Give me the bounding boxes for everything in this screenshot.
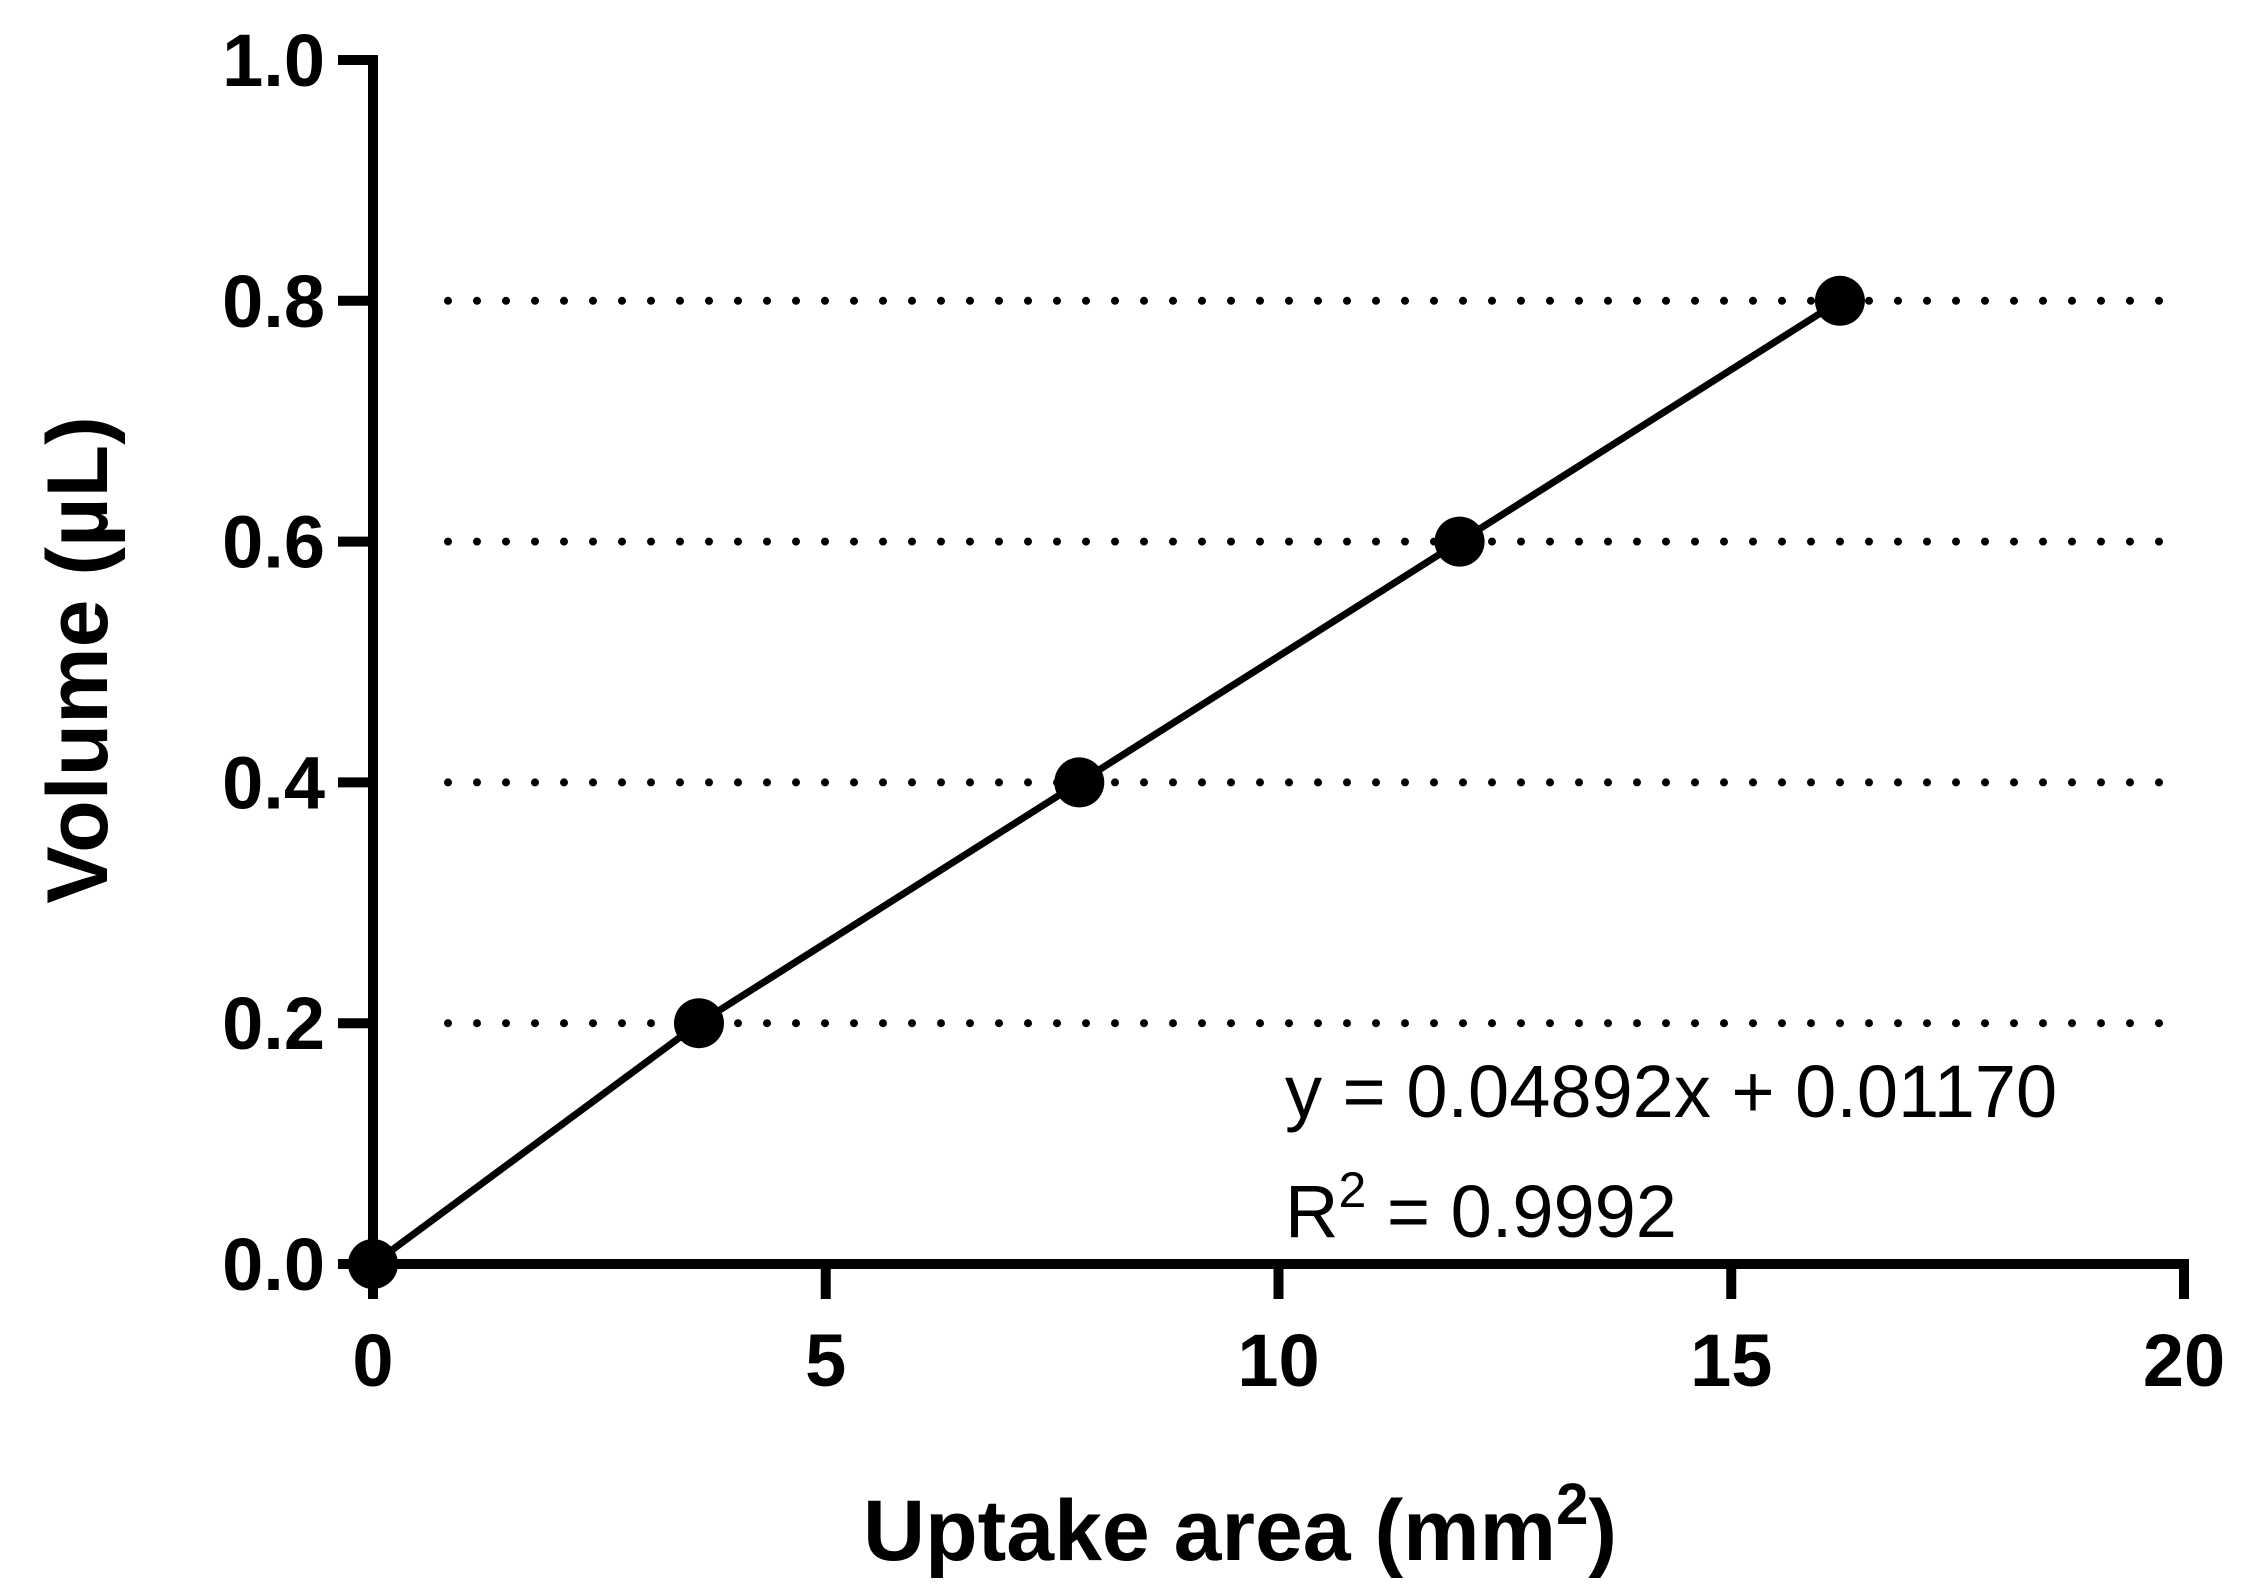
x-tick-label-2: 10 — [1237, 1319, 1319, 1402]
x-tick-label-0: 0 — [352, 1319, 393, 1402]
x-tick-label-4: 20 — [2143, 1319, 2225, 1402]
data-point-4 — [1814, 275, 1865, 326]
x-ticks: 0 5 10 15 20 — [352, 1264, 2225, 1402]
data-point-0 — [348, 1239, 398, 1289]
gridlines — [444, 296, 2188, 1028]
data-point-3 — [1434, 516, 1485, 567]
y-tick-label-1: 0.2 — [222, 982, 325, 1065]
y-tick-label-5: 1.0 — [222, 19, 325, 102]
x-tick-label-1: 5 — [805, 1319, 846, 1402]
y-ticks: 0.0 0.2 0.4 0.6 0.8 1.0 — [222, 19, 373, 1306]
r2-value: = 0.9992 — [1366, 1170, 1677, 1253]
y-axis-title: Volume (µL) — [30, 416, 126, 904]
y-tick-label-4: 0.8 — [222, 260, 325, 343]
y-tick-label-0: 0.0 — [222, 1223, 325, 1306]
x-axis-title: Uptake area (mm2) — [863, 1472, 1617, 1579]
r2-superscript: 2 — [1338, 1162, 1366, 1218]
y-tick-label-3: 0.6 — [222, 501, 325, 584]
x-axis-title-text: Uptake area (mm — [863, 1483, 1556, 1579]
r-squared-annotation: R2 = 0.9992 — [1285, 1162, 1677, 1253]
x-axis-title-superscript: 2 — [1556, 1472, 1588, 1537]
x-axis-title-end: ) — [1588, 1483, 1617, 1579]
regression-equation: y = 0.04892x + 0.01170 — [1285, 1050, 2057, 1133]
data-points — [348, 275, 1865, 1289]
y-tick-label-2: 0.4 — [222, 741, 325, 824]
x-tick-label-3: 15 — [1690, 1319, 1772, 1402]
data-point-1 — [673, 998, 724, 1049]
r2-prefix: R — [1285, 1170, 1338, 1253]
data-point-2 — [1054, 757, 1105, 808]
